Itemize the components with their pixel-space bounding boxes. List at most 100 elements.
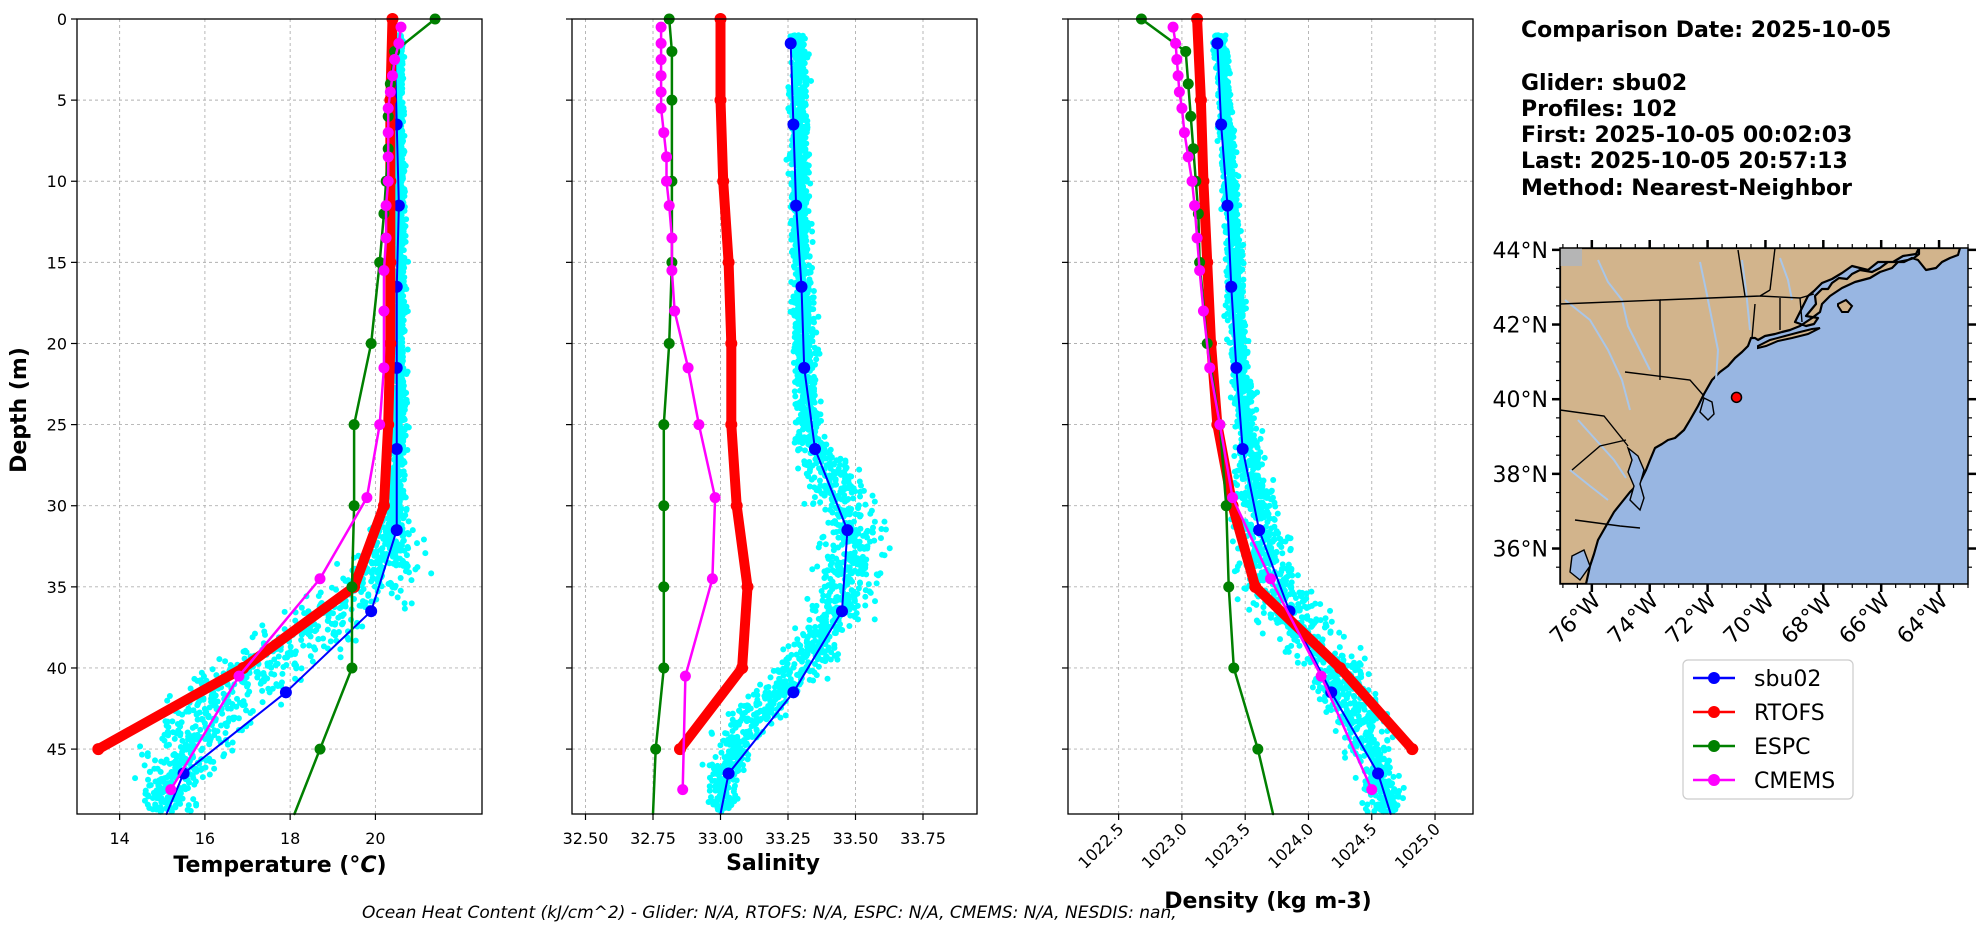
raw-glider-point	[1385, 757, 1392, 764]
raw-glider-point	[269, 685, 276, 692]
raw-glider-point	[835, 651, 842, 658]
raw-glider-point	[132, 775, 139, 782]
raw-glider-point	[791, 388, 798, 395]
raw-glider-point	[745, 693, 752, 700]
raw-glider-point	[398, 299, 405, 306]
raw-glider-point	[181, 783, 188, 790]
x-tick-label: 20	[365, 829, 385, 848]
sbu02-marker	[798, 361, 811, 374]
x-tick-label: 33.25	[765, 829, 811, 848]
raw-glider-point	[825, 555, 832, 562]
cmems-marker	[384, 86, 396, 98]
raw-glider-point	[836, 456, 843, 463]
raw-glider-point	[785, 105, 792, 112]
raw-glider-point	[795, 465, 802, 472]
raw-glider-point	[337, 654, 344, 661]
raw-glider-point	[823, 449, 830, 456]
raw-glider-point	[845, 597, 852, 604]
raw-glider-point	[183, 746, 190, 753]
raw-glider-point	[807, 466, 814, 473]
raw-glider-point	[332, 632, 339, 639]
raw-glider-point	[706, 774, 713, 781]
raw-glider-point	[145, 776, 152, 783]
raw-glider-point	[394, 594, 401, 601]
raw-glider-point	[398, 273, 405, 280]
raw-glider-point	[845, 477, 852, 484]
raw-glider-point	[1259, 427, 1266, 434]
raw-glider-point	[206, 771, 213, 778]
raw-glider-point	[881, 518, 888, 525]
sbu02-marker	[790, 199, 803, 212]
raw-glider-point	[796, 346, 803, 353]
raw-glider-point	[185, 779, 192, 786]
raw-glider-point	[831, 630, 838, 637]
rtofs-marker	[741, 580, 754, 593]
raw-glider-point	[737, 702, 744, 709]
cmems-marker	[361, 492, 373, 504]
raw-glider-point	[197, 726, 204, 733]
raw-glider-point	[850, 518, 857, 525]
raw-glider-point	[832, 518, 839, 525]
raw-glider-point	[791, 641, 798, 648]
raw-glider-point	[428, 570, 435, 577]
raw-glider-point	[178, 760, 185, 767]
raw-glider-point	[792, 53, 799, 60]
raw-glider-point	[405, 545, 412, 552]
raw-glider-point	[824, 675, 831, 682]
raw-glider-point	[813, 424, 820, 431]
raw-glider-point	[811, 669, 818, 676]
raw-glider-point	[729, 710, 736, 717]
raw-glider-point	[817, 417, 824, 424]
cmems-marker	[666, 232, 678, 244]
raw-glider-point	[397, 410, 404, 417]
raw-glider-point	[838, 541, 845, 548]
raw-glider-point	[809, 566, 816, 573]
raw-glider-point	[767, 674, 774, 681]
raw-glider-point	[871, 518, 878, 525]
raw-glider-point	[780, 672, 787, 679]
raw-glider-point	[803, 242, 810, 249]
raw-glider-point	[389, 584, 396, 591]
raw-glider-point	[812, 660, 819, 667]
raw-glider-point	[792, 299, 799, 306]
raw-glider-point	[806, 676, 813, 683]
y-tick-label: 0	[57, 10, 67, 29]
raw-glider-point	[796, 114, 803, 121]
raw-glider-point	[182, 741, 189, 748]
cmems-marker	[380, 232, 392, 244]
raw-glider-point	[340, 575, 347, 582]
raw-glider-point	[786, 153, 793, 160]
espc-marker	[314, 743, 326, 755]
raw-glider-point	[275, 653, 282, 660]
raw-glider-point	[792, 378, 799, 385]
raw-glider-point	[408, 600, 415, 607]
raw-glider-point	[806, 278, 813, 285]
raw-glider-point	[414, 564, 421, 571]
raw-glider-point	[720, 737, 727, 744]
raw-glider-point	[154, 795, 161, 802]
raw-glider-point	[822, 583, 829, 590]
raw-glider-point	[794, 405, 801, 412]
raw-glider-point	[804, 152, 811, 159]
raw-glider-point	[869, 492, 876, 499]
raw-glider-point	[229, 747, 236, 754]
raw-glider-point	[804, 595, 811, 602]
raw-glider-point	[298, 604, 305, 611]
raw-glider-point	[796, 428, 803, 435]
raw-glider-point	[219, 710, 226, 717]
raw-glider-point	[214, 728, 221, 735]
raw-glider-point	[817, 482, 824, 489]
raw-glider-point	[801, 230, 808, 237]
raw-glider-point	[404, 346, 411, 353]
raw-glider-point	[205, 712, 212, 719]
raw-glider-point	[846, 623, 853, 630]
raw-glider-point	[405, 518, 412, 525]
raw-glider-point	[770, 667, 777, 674]
raw-glider-point	[420, 536, 427, 543]
raw-glider-point	[397, 330, 404, 337]
raw-glider-point	[798, 222, 805, 229]
raw-glider-point	[779, 659, 786, 666]
x-tick-label: 32.50	[563, 829, 609, 848]
raw-glider-point	[262, 631, 269, 638]
espc-marker	[346, 581, 358, 593]
